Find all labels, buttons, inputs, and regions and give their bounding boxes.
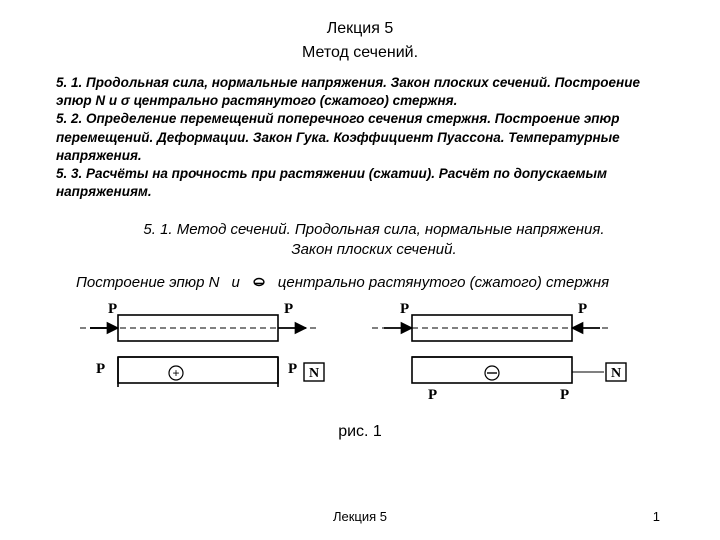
svg-text:P: P (400, 301, 409, 317)
svg-text:P: P (578, 301, 587, 317)
subtitle-right: центрально растянутого (сжатого) стержня (278, 274, 609, 291)
svg-text:P: P (284, 301, 293, 317)
lecture-number: Лекция 5 (56, 20, 664, 38)
section-title-line2: Закон плоских сечений. (84, 240, 664, 260)
svg-text:P: P (288, 361, 297, 377)
svg-text:P: P (428, 387, 437, 403)
lecture-title: Метод сечений. (56, 44, 664, 62)
figure-caption: рис. 1 (56, 423, 664, 441)
section-subtitle: Построение эпюр N и центрально растянуто… (76, 274, 664, 291)
figure-1: P P + P P N P P (56, 301, 664, 421)
page-footer: Лекция 5 1 (0, 509, 720, 524)
subtitle-mid: и (231, 274, 239, 291)
svg-text:N: N (309, 366, 319, 381)
outline-block: 5. 1. Продольная сила, нормальные напряж… (56, 74, 664, 202)
section-title: 5. 1. Метод сечений. Продольная сила, но… (84, 220, 664, 261)
footer-lecture: Лекция 5 (333, 509, 387, 524)
sigma-icon (252, 274, 266, 291)
svg-text:+: + (172, 366, 179, 380)
svg-text:P: P (96, 361, 105, 377)
section-title-line1: 5. 1. Метод сечений. Продольная сила, но… (84, 220, 664, 240)
svg-text:P: P (108, 301, 117, 317)
subtitle-left: Построение эпюр N (76, 274, 219, 291)
svg-text:N: N (611, 366, 621, 381)
svg-text:P: P (560, 387, 569, 403)
page-number: 1 (653, 509, 660, 524)
